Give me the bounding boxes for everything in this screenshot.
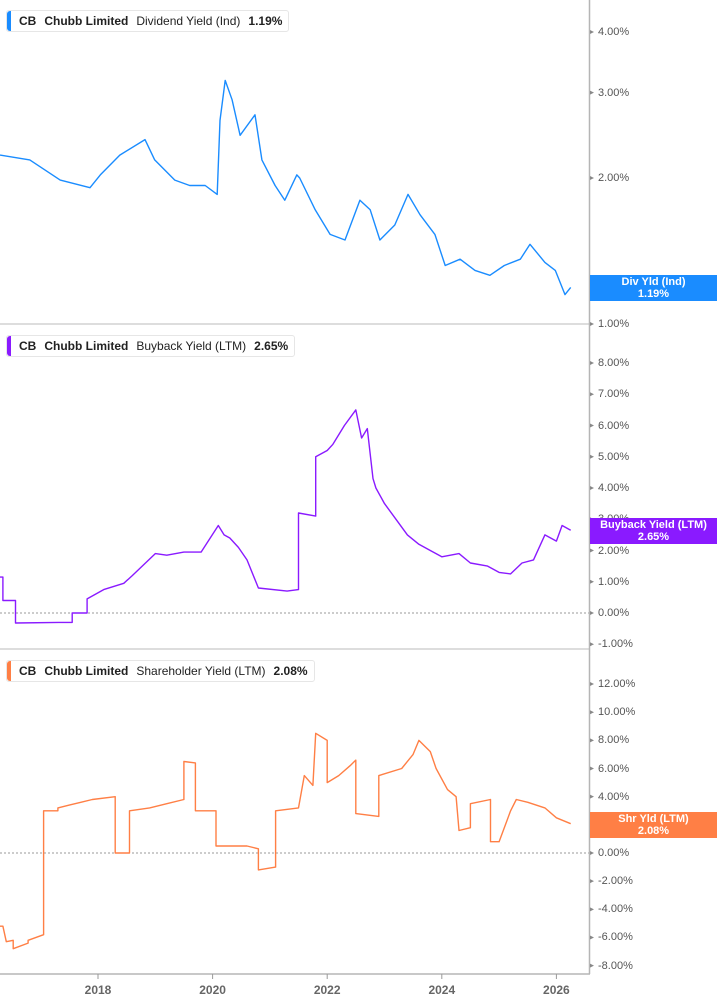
y-tick-label: 12.00%: [598, 678, 636, 691]
series-color-swatch: [7, 661, 11, 681]
series-color-swatch: [7, 336, 11, 356]
y-tick-label: 4.00%: [598, 482, 630, 494]
y-tick-label: 1.00%: [598, 575, 630, 588]
company-name: Chubb Limited: [44, 664, 129, 678]
metric-name: Shareholder Yield (LTM): [136, 664, 266, 678]
buyback-yield-line: [0, 409, 572, 624]
legend-dividend-yield[interactable]: CB Chubb Limited Dividend Yield (Ind) 1.…: [6, 10, 290, 32]
tag-label: Buyback Yield (LTM): [600, 519, 707, 531]
y-tick-label: 3.00%: [598, 86, 630, 99]
y-tick-label: 4.00%: [598, 790, 630, 803]
tag-value: 2.08%: [637, 825, 670, 837]
y-tick-label: -8.00%: [598, 959, 633, 972]
metric-value: 2.08%: [273, 664, 308, 678]
metric-value: 2.65%: [254, 339, 289, 353]
shareholder-yield-line: [0, 732, 571, 950]
y-tick-label: 5.00%: [598, 450, 630, 463]
metric-name: Buyback Yield (LTM): [136, 339, 247, 353]
company-name: Chubb Limited: [44, 14, 129, 28]
y-tick-label: -2.00%: [598, 875, 633, 888]
x-tick-label: 2022: [313, 983, 341, 997]
axis-ticks: [97, 30, 594, 979]
company-name: Chubb Limited: [44, 339, 129, 353]
legend-shareholder-yield[interactable]: CB Chubb Limited Shareholder Yield (LTM)…: [6, 660, 315, 682]
ticker: CB: [19, 14, 37, 28]
tag-value: 1.19%: [637, 288, 670, 300]
y-tick-label: -1.00%: [598, 638, 633, 651]
last-value-tag-dividend: Div Yld (Ind) 1.19%: [590, 275, 717, 301]
x-tick-label: 2026: [543, 983, 570, 997]
tag-value: 2.65%: [637, 531, 670, 543]
y-tick-label: 10.00%: [598, 706, 636, 719]
ticker: CB: [19, 664, 37, 678]
series-color-swatch: [7, 11, 11, 31]
y-tick-label: 8.00%: [598, 357, 630, 369]
metric-value: 1.19%: [248, 14, 283, 28]
y-tick-label: 0.00%: [598, 847, 630, 859]
ticker: CB: [19, 339, 37, 353]
y-tick-label: 6.00%: [598, 419, 630, 432]
last-value-tag-shareholder: Shr Yld (LTM) 2.08%: [590, 812, 717, 838]
x-tick-label: 2024: [428, 983, 456, 997]
y-tick-label: -6.00%: [598, 931, 633, 944]
tag-label: Shr Yld (LTM): [618, 813, 689, 825]
y-tick-label: 1.00%: [598, 318, 630, 330]
last-value-tag-buyback: Buyback Yield (LTM) 2.65%: [590, 518, 717, 544]
y-tick-label: 2.00%: [598, 172, 630, 185]
tag-label: Div Yld (Ind): [621, 276, 686, 288]
x-tick-label: 2020: [199, 983, 226, 997]
y-tick-label: 4.00%: [598, 26, 630, 39]
y-tick-label: -4.00%: [598, 903, 633, 916]
legend-buyback-yield[interactable]: CB Chubb Limited Buyback Yield (LTM) 2.6…: [6, 335, 296, 357]
y-tick-label: 2.00%: [598, 544, 630, 557]
y-tick-label: 8.00%: [598, 734, 630, 747]
y-tick-label: 6.00%: [598, 762, 630, 775]
dividend-yield-line: [0, 79, 572, 296]
y-tick-label: 0.00%: [598, 607, 630, 619]
x-tick-label: 2018: [84, 983, 112, 997]
y-tick-label: 7.00%: [598, 388, 630, 401]
metric-name: Dividend Yield (Ind): [136, 14, 241, 28]
